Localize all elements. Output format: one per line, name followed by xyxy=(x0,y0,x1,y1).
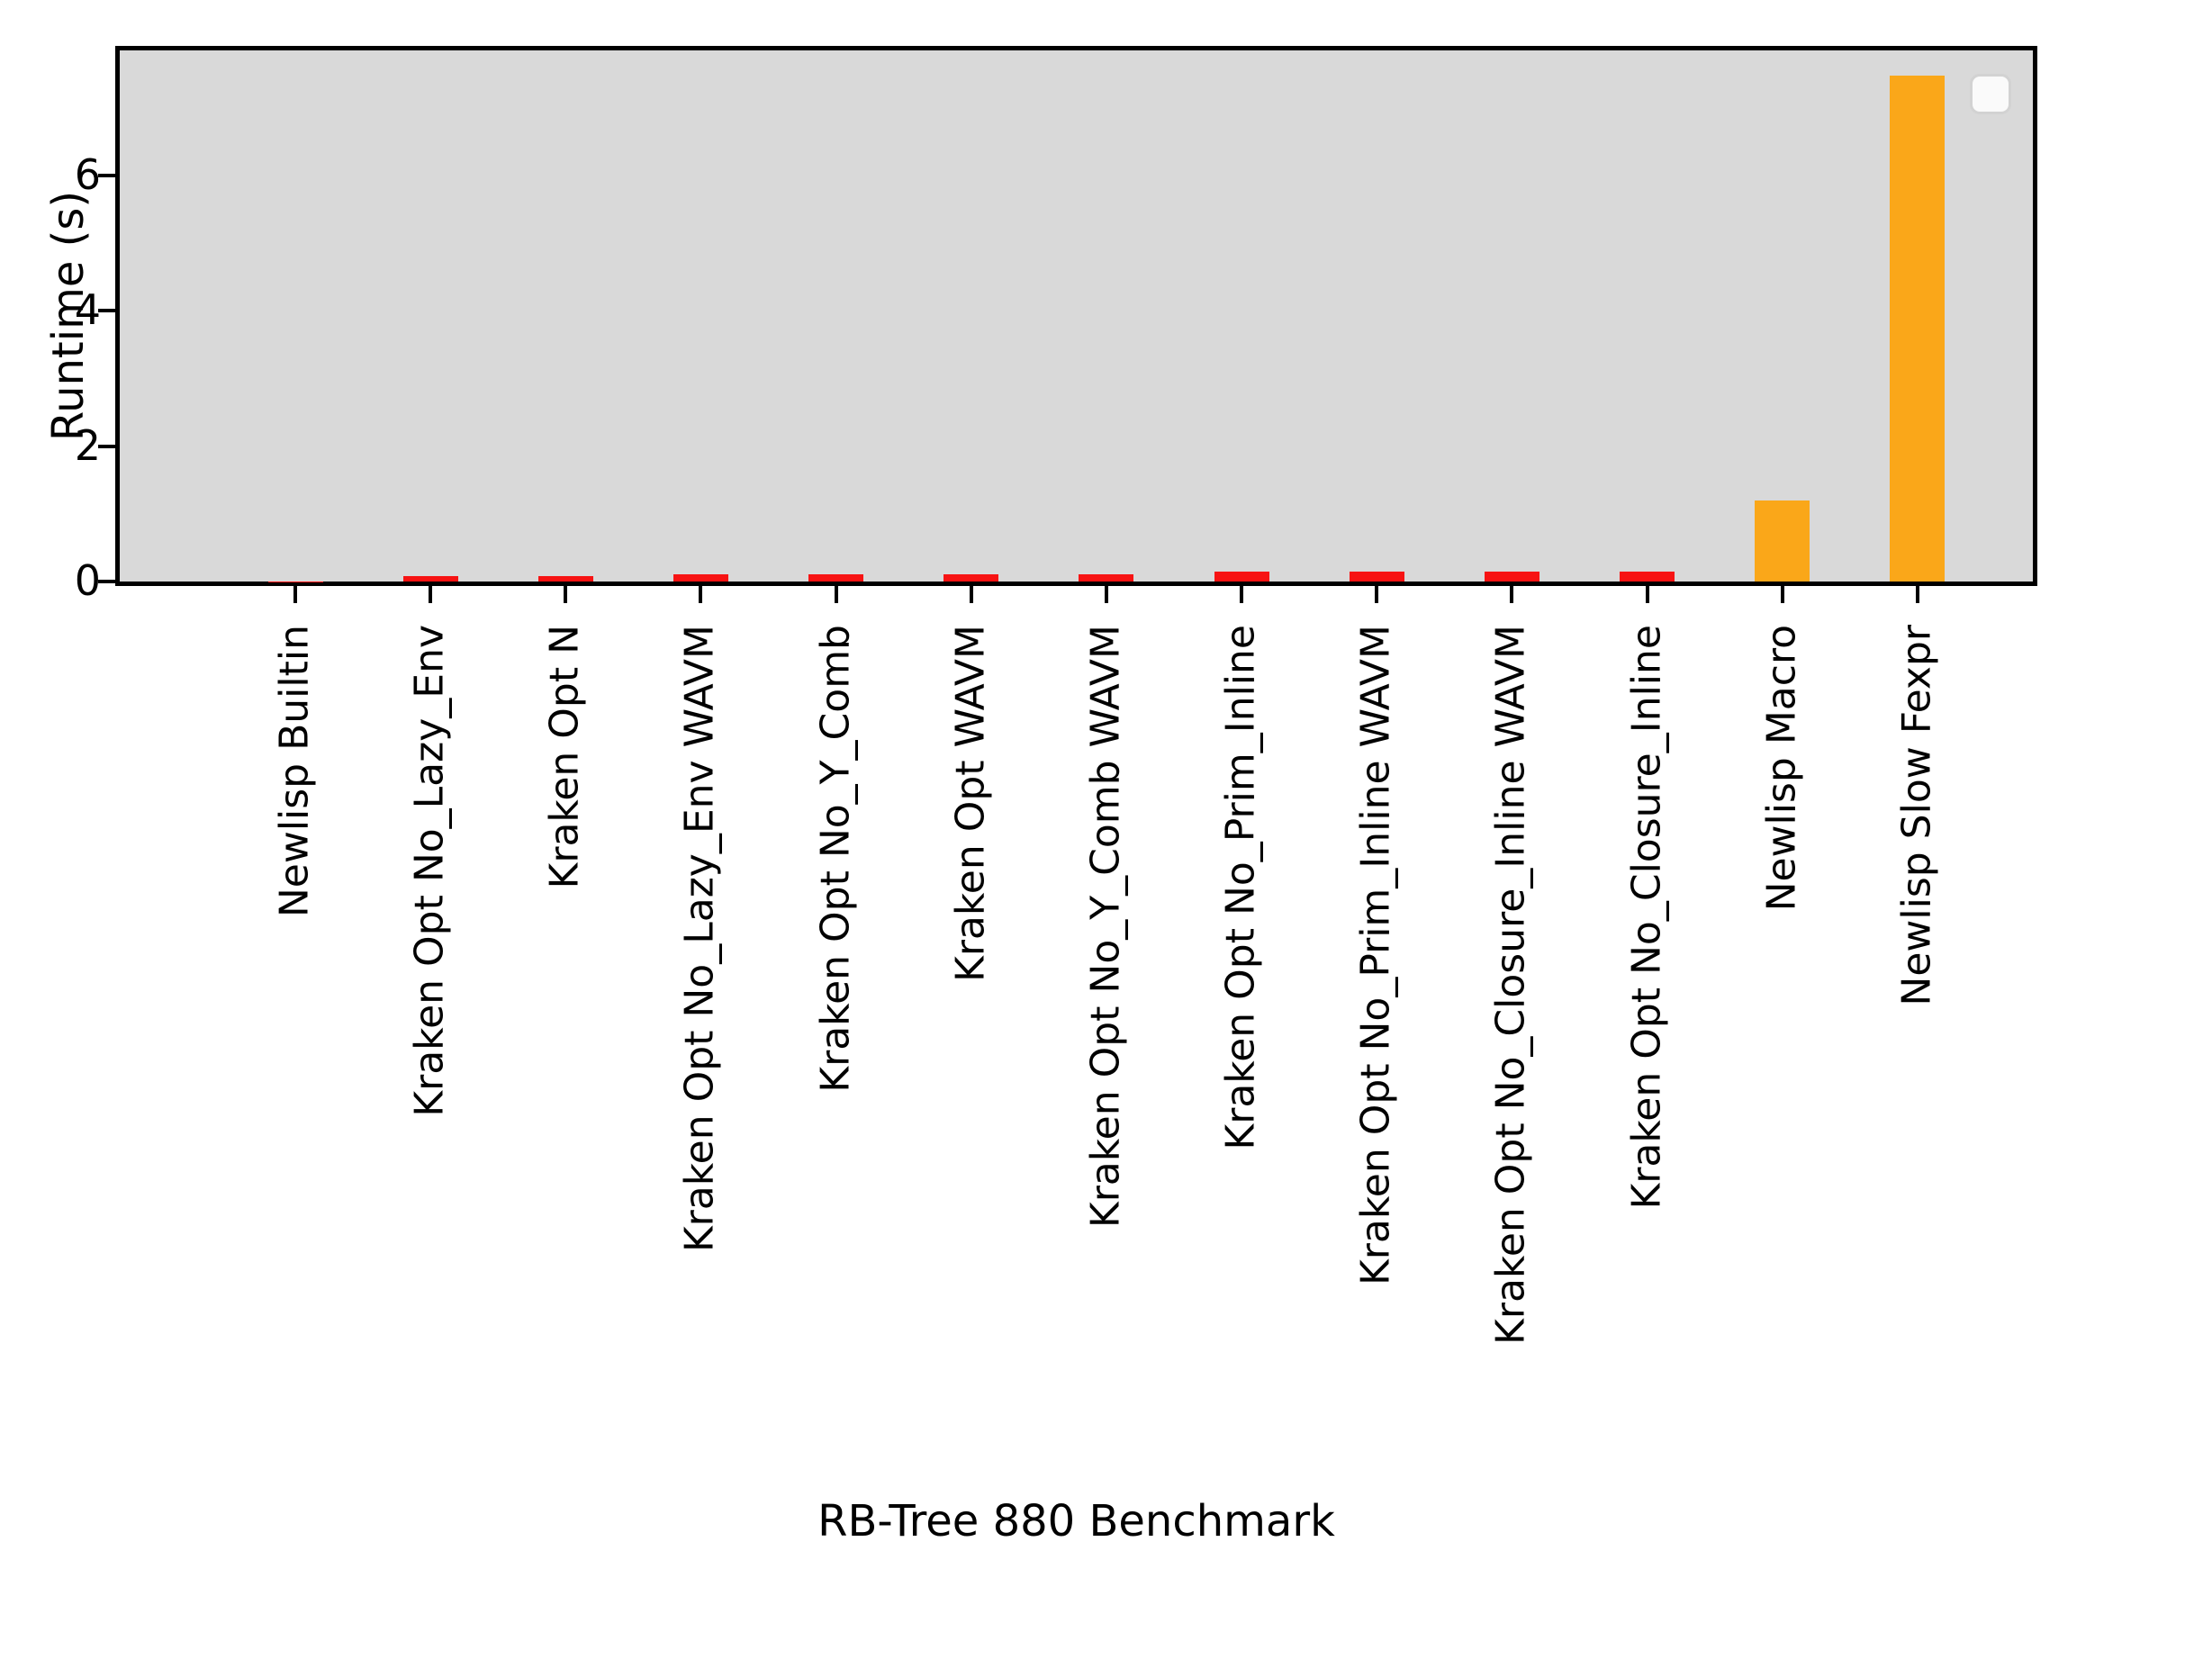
bar-kraken-opt-no-lazy-env-wavm xyxy=(673,574,728,582)
bar-kraken-opt-no-prim-inline-wavm xyxy=(1349,572,1404,582)
plot-inner xyxy=(120,50,2033,582)
y-tick-label: 0 xyxy=(74,556,101,605)
x-tick-label: Newlisp Slow Fexpr xyxy=(1893,625,1940,1006)
bar-kraken-opt-no-closure-inline xyxy=(1620,572,1675,582)
x-tick-mark xyxy=(969,586,973,603)
x-tick-mark xyxy=(1104,586,1108,603)
x-tick-label: Newlisp Builtin xyxy=(271,625,318,918)
y-tick-mark xyxy=(98,309,115,313)
x-tick-mark xyxy=(293,586,297,603)
bar-newlisp-slow-fexpr xyxy=(1890,75,1946,582)
y-tick-label: 2 xyxy=(74,420,101,470)
plot-area xyxy=(115,46,2037,586)
x-tick-label: Kraken Opt WAVM xyxy=(947,625,994,983)
x-tick-label: Kraken Opt No_Lazy_Env xyxy=(406,625,453,1117)
y-tick-mark xyxy=(98,174,115,178)
x-tick-mark xyxy=(1240,586,1244,603)
bar-kraken-opt-no-closure-inline-wavm xyxy=(1484,572,1539,582)
y-tick-label: 6 xyxy=(74,150,101,200)
x-tick-label: Kraken Opt No_Y_Comb xyxy=(812,625,859,1093)
x-tick-mark xyxy=(564,586,568,603)
x-tick-mark xyxy=(429,586,433,603)
x-tick-label: Newlisp Macro xyxy=(1758,625,1805,912)
y-tick-mark xyxy=(98,444,115,448)
bar-kraken-opt-no-y-comb xyxy=(808,574,864,582)
x-tick-mark xyxy=(1510,586,1514,603)
x-tick-label: Kraken Opt No_Y_Comb WAVM xyxy=(1082,625,1129,1229)
x-tick-mark xyxy=(1780,586,1784,603)
y-tick-label: 4 xyxy=(74,285,101,335)
x-tick-mark xyxy=(1375,586,1379,603)
y-tick-mark xyxy=(98,580,115,583)
x-tick-label: Kraken Opt No_Prim_Inline WAVM xyxy=(1352,625,1399,1286)
bar-kraken-opt-wavm xyxy=(943,574,999,582)
bar-kraken-opt-no-lazy-env xyxy=(402,576,458,582)
x-tick-label: Kraken Opt No_Closure_Inline WAVM xyxy=(1488,625,1535,1345)
x-tick-mark xyxy=(1915,586,1919,603)
x-tick-label: Kraken Opt No_Closure_Inline xyxy=(1623,625,1670,1210)
x-tick-label: Kraken Opt No_Lazy_Env WAVM xyxy=(677,625,724,1253)
bar-kraken-opt-no-y-comb-wavm xyxy=(1079,573,1134,582)
x-tick-mark xyxy=(1645,586,1649,603)
legend-box xyxy=(1970,74,2011,114)
x-tick-mark xyxy=(699,586,703,603)
bar-kraken-opt-no-prim-inline xyxy=(1214,572,1269,582)
x-tick-mark xyxy=(834,586,838,603)
x-tick-label: Kraken Opt No_Prim_Inline xyxy=(1217,625,1264,1150)
bar-kraken-opt-n xyxy=(537,576,593,582)
x-tick-label: Kraken Opt N xyxy=(542,625,588,889)
bar-newlisp-macro xyxy=(1755,500,1810,582)
x-axis-title: RB-Tree 880 Benchmark xyxy=(817,1496,1335,1546)
